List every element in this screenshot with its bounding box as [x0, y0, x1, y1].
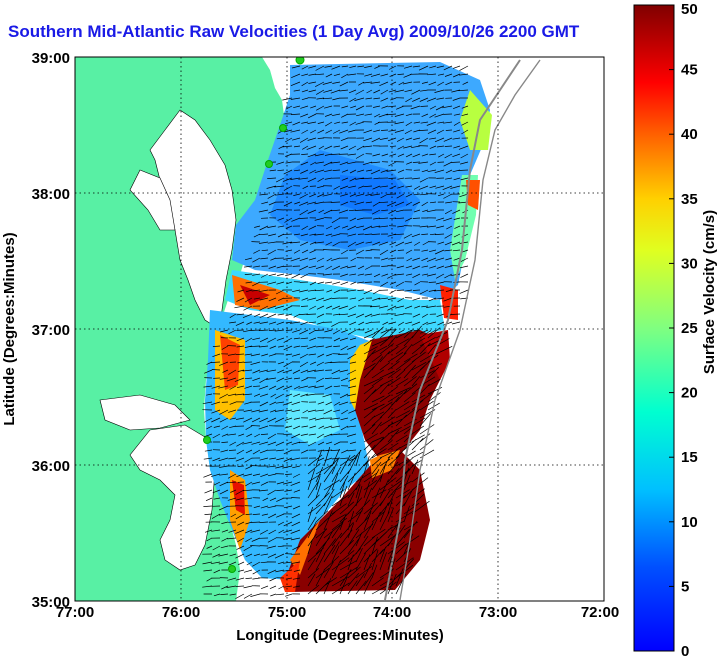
station-marker	[295, 57, 305, 65]
station-marker	[265, 160, 273, 168]
y-tick-label: 38:00	[32, 186, 70, 203]
x-axis-label: Longitude (Degrees:Minutes)	[236, 627, 444, 644]
shelf-contour-2	[399, 59, 541, 601]
y-tick-label: 35:00	[32, 594, 70, 611]
y-tick-label: 39:00	[32, 50, 70, 67]
map-title: Southern Mid-Atlantic Raw Velocities (1 …	[8, 22, 580, 41]
colorbar-label: Surface Velocity (cm/s)	[701, 210, 718, 374]
x-tick-label: 75:00	[268, 604, 306, 621]
colorbar-tick-label: 35	[681, 191, 698, 208]
radar-stations	[203, 57, 305, 573]
shelf-contour-1	[384, 59, 521, 601]
bay-inlet	[129, 169, 176, 231]
colorbar-tick-label: 5	[681, 578, 689, 595]
colorbar-gradient	[633, 4, 675, 652]
y-tick-label: 36:00	[32, 458, 70, 475]
gridlines	[75, 57, 604, 601]
colorbar-tick-label: 25	[681, 320, 698, 337]
station-marker	[279, 124, 287, 132]
velocity-field	[205, 62, 492, 592]
station-marker	[203, 436, 211, 444]
colorbar-tick-label: 10	[681, 514, 698, 531]
colorbar: 0 5 10 15 20 25 30 35 40 45 50 Surface Velocity (c…	[633, 1, 718, 659]
x-tick-label: 72:00	[581, 604, 619, 621]
x-axis: 77:00 76:00 75:00 74:00 73:00 72:00 Long…	[56, 604, 619, 644]
y-axis: 39:00 38:00 37:00 36:00 35:00 Latitude (…	[1, 50, 70, 611]
albemarle-sound	[99, 394, 191, 431]
plot-frame	[74, 56, 605, 602]
colorbar-tick-label: 45	[681, 62, 698, 79]
x-tick-label: 77:00	[56, 604, 94, 621]
colorbar-tick-label: 15	[681, 449, 698, 466]
x-tick-label: 74:00	[373, 604, 411, 621]
y-tick-label: 37:00	[32, 322, 70, 339]
x-tick-label: 76:00	[162, 604, 200, 621]
colorbar-tick-label: 40	[681, 126, 698, 143]
colorbar-tick-label: 20	[681, 385, 698, 402]
station-marker	[228, 565, 236, 573]
chesapeake-bay	[149, 109, 237, 331]
colorbar-tick-label: 30	[681, 255, 698, 272]
colorbar-tick-label: 0	[681, 643, 689, 659]
colorbar-tick-label: 50	[681, 1, 698, 18]
y-axis-label: Latitude (Degrees:Minutes)	[1, 232, 18, 425]
x-tick-label: 73:00	[479, 604, 517, 621]
